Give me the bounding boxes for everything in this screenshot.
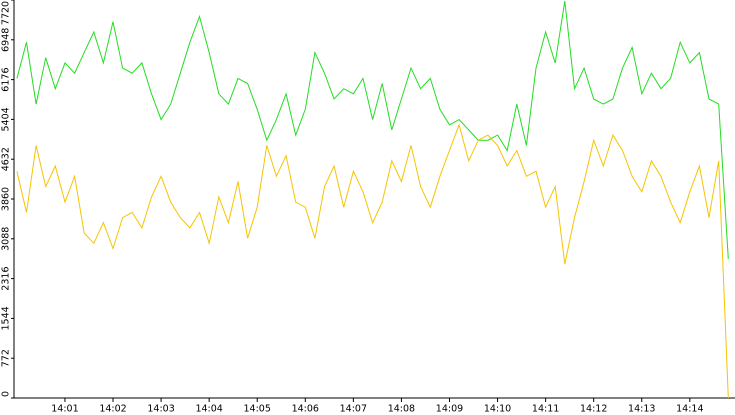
y-tick-label: 772 xyxy=(1,349,12,367)
series-line xyxy=(16,0,729,259)
y-tick-label: 6948 xyxy=(1,28,12,52)
x-tick-label: 14:07 xyxy=(340,404,367,415)
y-tick-label: 5404 xyxy=(1,107,12,131)
y-tick-label: 7720 xyxy=(1,1,12,25)
x-tick-label: 14:09 xyxy=(436,404,463,415)
y-tick-label: 0 xyxy=(1,391,12,397)
x-tick-label: 14:02 xyxy=(99,404,126,415)
x-tick-label: 14:03 xyxy=(147,404,174,415)
y-tick-label: 3088 xyxy=(1,227,12,251)
x-tick-label: 14:11 xyxy=(532,404,559,415)
x-tick-label: 14:04 xyxy=(195,404,222,415)
x-tick-label: 14:01 xyxy=(51,404,78,415)
x-tick-label: 14:06 xyxy=(292,404,319,415)
x-tick-label: 14:05 xyxy=(244,404,271,415)
y-tick-label: 2316 xyxy=(1,267,12,291)
y-tick-label: 6176 xyxy=(1,68,12,92)
y-tick-label: 4632 xyxy=(1,147,12,171)
y-tick-label: 1544 xyxy=(1,306,12,330)
x-tick-label: 14:14 xyxy=(676,404,703,415)
x-tick-label: 14:10 xyxy=(484,404,511,415)
series-line xyxy=(16,123,729,399)
y-tick-label: 3860 xyxy=(1,187,12,211)
x-tick-label: 14:13 xyxy=(628,404,655,415)
x-tick-label: 14:08 xyxy=(388,404,415,415)
x-tick-label: 14:12 xyxy=(580,404,607,415)
